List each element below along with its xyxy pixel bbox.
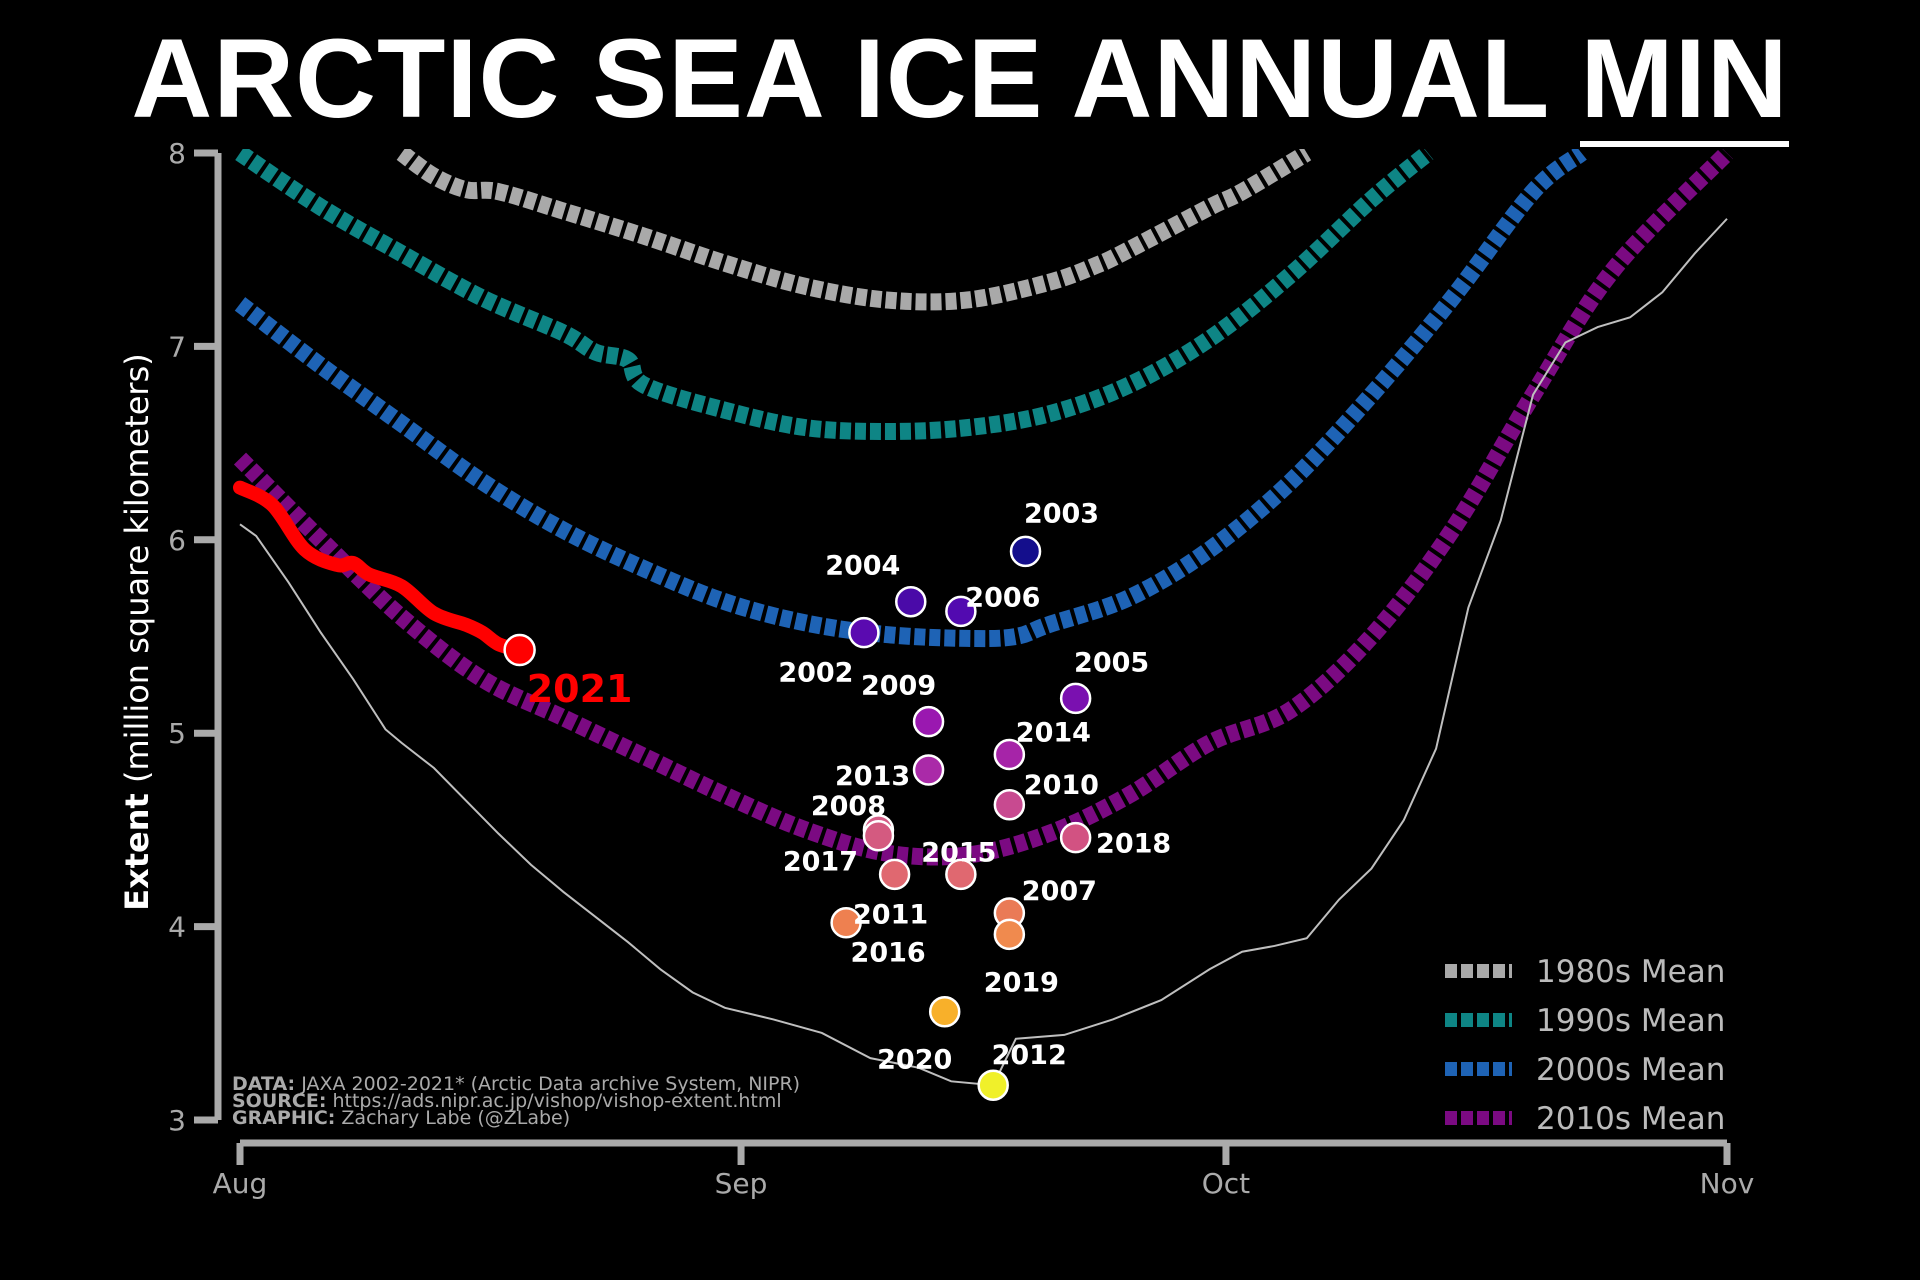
credit-line: DATA: JAXA 2002-2021* (Arctic Data archi… [232,1073,800,1095]
dot-label-2002: 2002 [778,658,853,689]
legend-label-1980s-mean: 1980s Mean [1536,954,1725,990]
credits: DATA: JAXA 2002-2021* (Arctic Data archi… [232,1073,800,1129]
dot-label-2011: 2011 [853,899,928,930]
dot-label-2012: 2012 [992,1040,1067,1071]
dot-label-2015: 2015 [921,837,996,868]
legend-label-1990s-mean: 1990s Mean [1536,1003,1725,1039]
credit-key: DATA: [232,1073,295,1095]
dot-label-2007: 2007 [1022,876,1097,907]
dot-label-2017: 2017 [783,847,858,878]
legend-label-2010s-mean: 2010s Mean [1536,1101,1725,1137]
x-tick-label: Nov [1700,1167,1755,1200]
dot-2019 [993,918,1026,951]
y-tick-label: 5 [168,717,186,750]
dot-label-2005: 2005 [1074,647,1149,678]
dot-2014 [993,738,1026,771]
dot-2004 [895,585,927,618]
axes: 3 4 5 6 7 8 Aug Sep Oct Nov [168,137,1754,1200]
dot-label-2004: 2004 [825,551,900,582]
series-line-1990s-mean [235,149,1434,440]
dot-label-2019: 2019 [984,967,1059,998]
dot-label-2020: 2020 [877,1045,952,1076]
dot-label-2003: 2003 [1024,498,1099,529]
dot-2003 [1009,535,1042,568]
dot-2021 [503,633,536,667]
annual-minimum-dots: 2002 2003 2004 2005 2006 2007 2008 2009 2010 2011… [503,498,1171,1101]
credit-key: SOURCE: [232,1090,326,1112]
credit-text: https://ads.nipr.ac.jp/vishop/vishop-ext… [326,1090,781,1112]
y-tick-label: 4 [168,911,186,944]
series-line-2010s-mean [233,149,1734,866]
dot-2012 [977,1069,1009,1101]
x-tick-label: Sep [715,1167,768,1200]
y-axis-label-bold: Extent [118,793,156,911]
dot-label-2016: 2016 [851,938,926,969]
credit-line: SOURCE: https://ads.nipr.ac.jp/vishop/vi… [232,1090,782,1112]
credit-line: GRAPHIC: Zachary Labe (@ZLabe) [232,1107,570,1129]
series-line-2021 [233,480,527,658]
y-axis-label-rest: (million square kilometers) [118,353,156,793]
credit-key: GRAPHIC: [232,1107,335,1129]
dot-2010 [993,789,1026,821]
legend-label-2000s-mean: 2000s Mean [1536,1052,1725,1088]
dot-2017 [862,819,895,852]
dot-label-2008: 2008 [811,791,886,822]
dot-label-2021: 2021 [527,667,633,711]
dot-2016 [830,906,862,939]
series-line-2012-daily [239,218,1728,1087]
y-tick-label: 7 [168,330,186,363]
dot-label-2018: 2018 [1096,829,1171,860]
series-line-2000s-mean [234,149,1587,648]
dot-label-2006: 2006 [965,582,1040,613]
dot-2002 [848,616,880,649]
y-tick-label: 8 [168,137,186,170]
dot-2020 [928,995,961,1028]
dot-2018 [1059,821,1092,854]
dot-2013 [912,754,945,786]
legend: 1980s Mean 1990s Mean 2000s Mean 2010s Mean [1445,954,1725,1137]
dot-2009 [912,705,945,738]
dot-label-2010: 2010 [1024,770,1099,801]
dot-label-2013: 2013 [835,761,910,792]
title-underlined: MIN [1580,16,1789,147]
series-line-1980s-mean [396,149,1312,311]
dot-2011 [878,858,911,891]
dot-label-2009: 2009 [861,671,936,702]
series-lines [233,149,1734,1087]
y-axis-label: Extent (million square kilometers) [118,353,156,910]
credit-text: JAXA 2002-2021* (Arctic Data archive Sys… [295,1073,800,1095]
credit-text: Zachary Labe (@ZLabe) [335,1107,570,1129]
y-tick-label: 6 [168,524,186,557]
dot-2006 [945,595,977,628]
y-tick-label: 3 [168,1104,186,1137]
dot-2005 [1059,682,1092,715]
x-tick-label: Oct [1202,1167,1250,1200]
title-main: ARCTIC SEA ICE ANNUAL [131,16,1581,141]
dot-label-2014: 2014 [1016,717,1091,748]
dot-2015 [945,858,977,891]
chart-title: ARCTIC SEA ICE ANNUAL MIN [0,14,1920,147]
x-tick-label: Aug [213,1167,268,1200]
